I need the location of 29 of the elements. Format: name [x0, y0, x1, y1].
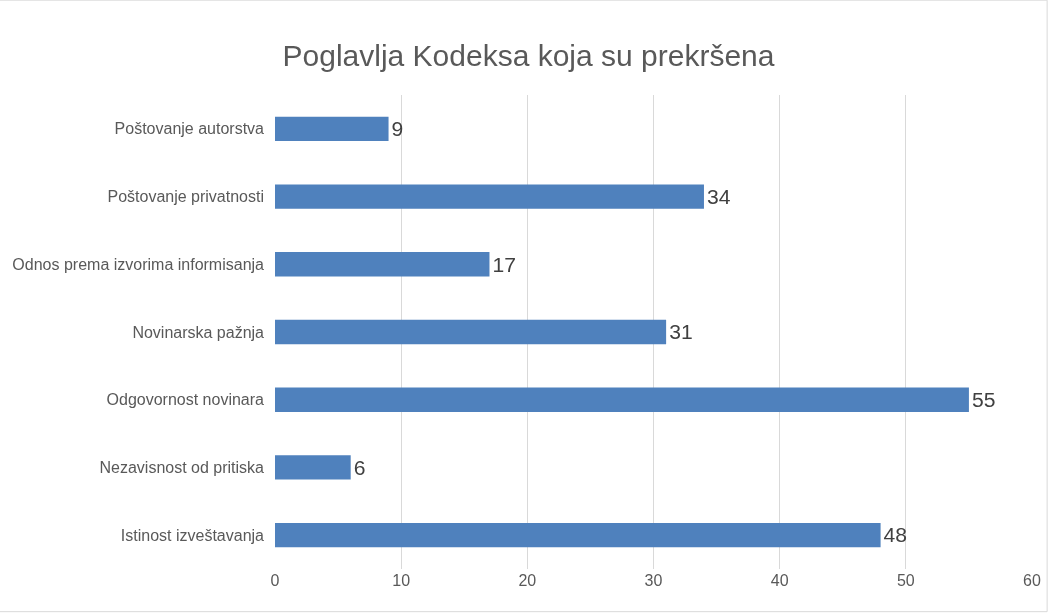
y-tick-label: Novinarska pažnja: [132, 323, 265, 341]
y-tick-label: Nezavisnost od pritiska: [99, 459, 265, 477]
x-tick-label: 20: [518, 572, 537, 589]
x-tick-label: 30: [644, 572, 663, 589]
bar: [275, 387, 969, 412]
bar: [275, 319, 667, 345]
chart-title: Poglavlja Kodeksa koja su prekršena: [282, 38, 775, 72]
data-label: 6: [353, 455, 366, 479]
x-tick-label: 10: [392, 572, 411, 589]
data-label: 55: [971, 388, 996, 412]
bar: [275, 116, 389, 142]
y-tick-label: Odgovornost novinara: [106, 391, 265, 409]
x-tick-label: 60: [1023, 572, 1041, 589]
data-label: 31: [669, 320, 693, 344]
data-label: 48: [883, 523, 908, 547]
bar: [275, 522, 881, 548]
x-tick-label: 40: [770, 572, 789, 589]
bar: [275, 252, 490, 277]
y-tick-label: Odnos prema izvorima informisanja: [12, 255, 265, 273]
data-label: 17: [492, 252, 516, 276]
x-tick-label: 0: [270, 572, 280, 589]
bar: [275, 184, 704, 209]
data-label: 34: [706, 184, 731, 208]
y-tick-label: Istinost izveštavanja: [120, 526, 265, 544]
data-label: 9: [391, 117, 404, 141]
y-tick-label: Poštovanje privatnosti: [107, 188, 264, 206]
y-tick-label: Poštovanje autorstva: [114, 120, 265, 138]
x-tick-label: 50: [896, 572, 915, 589]
bar: [275, 455, 351, 480]
